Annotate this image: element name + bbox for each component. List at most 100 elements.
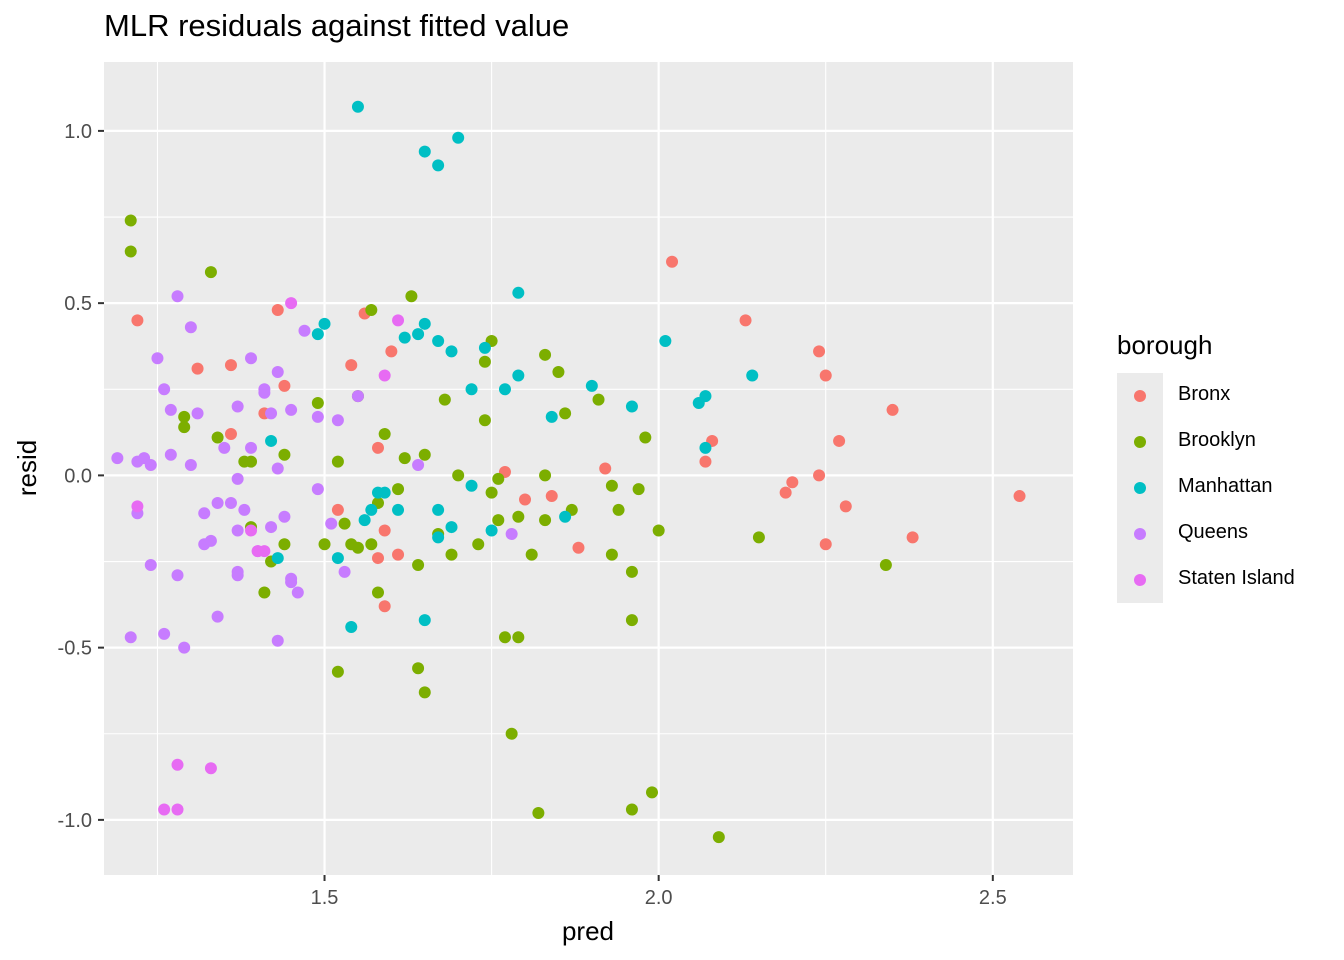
point-brooklyn [592,393,605,406]
point-queens [285,576,298,589]
y-tick-label: -1.0 [58,810,92,832]
point-bronx [278,379,291,392]
point-brooklyn [552,366,565,379]
point-manhattan [351,100,364,113]
point-queens [278,510,291,523]
point-manhattan [478,341,491,354]
point-brooklyn [371,586,384,599]
point-manhattan [318,317,331,330]
point-queens [238,503,251,516]
point-manhattan [465,383,478,396]
point-manhattan [512,369,525,382]
legend-label-staten-island: Staten Island [1178,567,1295,589]
point-brooklyn [625,565,638,578]
y-tick-label: 0.5 [64,293,92,315]
point-manhattan [625,400,638,413]
point-queens [331,414,344,427]
point-brooklyn [539,348,552,361]
point-brooklyn [525,548,538,561]
point-manhattan [559,510,572,523]
point-brooklyn [204,266,217,279]
point-queens [231,472,244,485]
legend-key [1117,557,1163,603]
point-brooklyn [438,393,451,406]
point-staten-island [392,314,405,327]
point-queens [311,410,324,423]
legend-title: borough [1117,330,1213,360]
legend-dot-manhattan [1134,482,1146,494]
point-brooklyn [645,786,658,799]
point-brooklyn [512,631,525,644]
point-brooklyn [532,806,545,819]
point-bronx [519,493,532,506]
point-manhattan [699,390,712,403]
point-bronx [392,548,405,561]
point-brooklyn [211,431,224,444]
point-manhattan [392,503,405,516]
point-brooklyn [398,452,411,465]
legend-key [1117,419,1163,465]
legend-dot-bronx [1134,390,1146,402]
point-manhattan [265,434,278,447]
point-manhattan [445,345,458,358]
point-staten-island [258,545,271,558]
point-queens [191,407,204,420]
point-queens [231,524,244,537]
legend-label-queens: Queens [1178,521,1249,543]
legend-keys: Bronx Brooklyn Manhattan Queens Staten I… [1117,373,1295,603]
point-manhattan [432,159,445,172]
point-queens [338,565,351,578]
point-brooklyn [418,686,431,699]
point-brooklyn [331,455,344,468]
point-manhattan [699,441,712,454]
point-manhattan [432,335,445,348]
legend-key [1117,373,1163,419]
point-manhattan [271,552,284,565]
point-staten-island [285,297,298,310]
point-brooklyn [124,245,137,258]
point-bronx [699,455,712,468]
major-gridlines [104,62,1073,875]
point-bronx [224,428,237,441]
point-queens [171,290,184,303]
point-brooklyn [258,586,271,599]
point-manhattan [485,524,498,537]
point-brooklyn [278,448,291,461]
legend: borough Bronx Brooklyn Manhattan Queens [1117,330,1295,603]
point-bronx [739,314,752,327]
point-brooklyn [712,831,725,844]
point-queens [265,521,278,534]
point-brooklyn [412,662,425,675]
point-brooklyn [245,455,258,468]
legend-label-brooklyn: Brooklyn [1178,429,1256,451]
point-queens [211,610,224,623]
point-bronx [545,490,558,503]
point-queens [164,448,177,461]
point-manhattan [445,521,458,534]
point-queens [218,441,231,454]
point-bronx [819,369,832,382]
point-brooklyn [405,290,418,303]
point-brooklyn [378,428,391,441]
point-queens [285,403,298,416]
point-queens [245,352,258,365]
point-queens [271,366,284,379]
point-queens [144,558,157,571]
point-brooklyn [752,531,765,544]
x-tick-label: 1.5 [311,887,339,909]
point-manhattan [418,145,431,158]
point-bronx [599,462,612,475]
legend-item-queens: Queens [1117,511,1248,557]
point-bronx [378,600,391,613]
point-brooklyn [445,548,458,561]
point-queens [231,400,244,413]
point-bronx [813,469,826,482]
point-brooklyn [124,214,137,227]
point-manhattan [498,383,511,396]
point-bronx [886,403,899,416]
point-manhattan [331,552,344,565]
point-queens [178,641,191,654]
point-manhattan [378,486,391,499]
point-queens [245,441,258,454]
